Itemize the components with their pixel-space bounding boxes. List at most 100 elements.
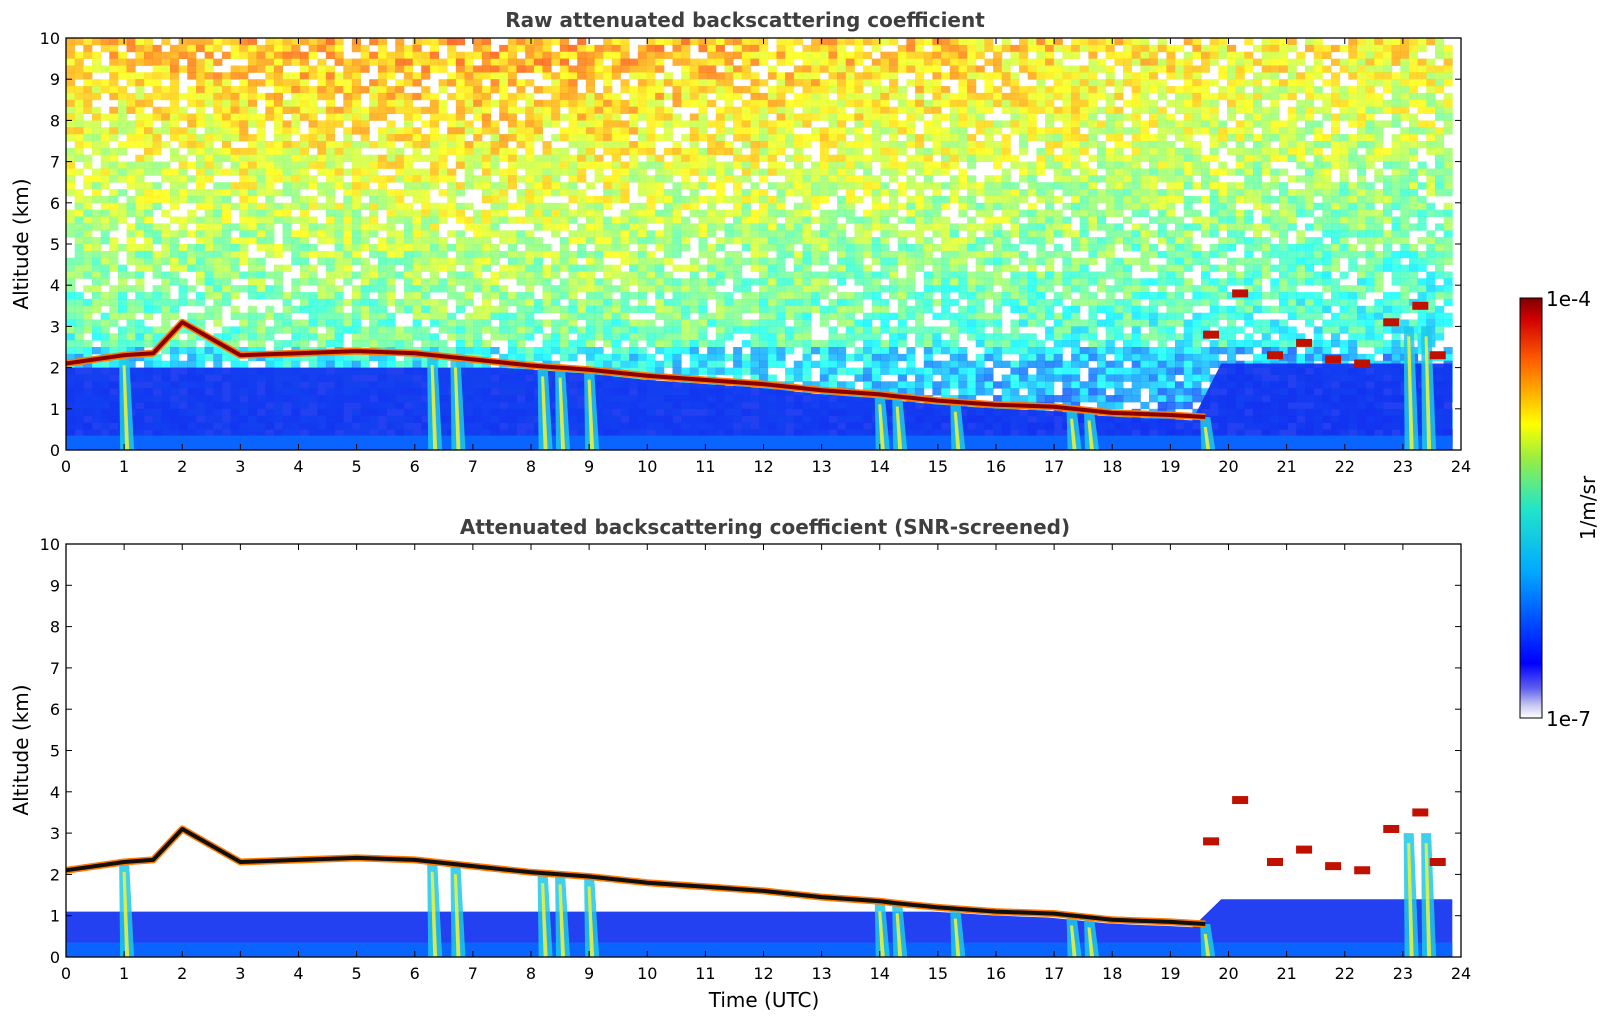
noise-cell: [542, 141, 552, 149]
noise-cell: [698, 195, 708, 204]
noise-cell: [334, 333, 344, 341]
noise-cell: [325, 99, 335, 108]
noise-cell: [83, 340, 93, 348]
noise-cell: [551, 216, 561, 224]
noise-cell: [533, 250, 543, 259]
noise-cell: [204, 292, 214, 300]
noise-cell: [880, 353, 890, 362]
noise-cell: [196, 223, 206, 231]
noise-cell: [932, 127, 942, 135]
noise-cell: [360, 244, 370, 252]
noise-cell: [395, 257, 405, 265]
noise-cell: [715, 347, 725, 355]
noise-cell: [681, 216, 691, 224]
noise-cell: [507, 113, 517, 121]
noise-cell: [351, 326, 361, 334]
noise-cell: [343, 202, 353, 211]
noise-cell: [525, 44, 535, 53]
noise-cell: [464, 175, 474, 183]
noise-cell: [447, 257, 457, 265]
noise-cell: [525, 106, 535, 114]
noise-cell: [273, 189, 283, 197]
noise-cell: [291, 182, 301, 190]
noise-cell: [533, 202, 543, 211]
noise-cell: [629, 127, 639, 135]
noise-cell: [308, 92, 318, 101]
noise-cell: [620, 195, 630, 204]
noise-cell: [594, 209, 604, 217]
noise-cell: [447, 113, 457, 121]
noise-cell: [230, 182, 240, 190]
noise-cell: [74, 292, 84, 300]
noise-cell: [144, 58, 154, 66]
noise-cell: [291, 175, 301, 183]
noise-cell: [854, 257, 864, 265]
noise-cell: [724, 175, 734, 183]
noise-cell: [819, 113, 829, 121]
noise-cell: [620, 106, 630, 114]
noise-cell: [178, 92, 188, 101]
noise-cell: [187, 216, 197, 224]
noise-cell: [897, 182, 907, 190]
noise-cell: [196, 202, 206, 211]
noise-cell: [932, 79, 942, 87]
noise-cell: [429, 141, 439, 149]
noise-cell: [776, 347, 786, 355]
noise-cell: [144, 250, 154, 259]
noise-cell: [239, 189, 249, 197]
noise-cell: [135, 168, 145, 176]
noise-cell: [308, 244, 318, 252]
noise-cell: [533, 189, 543, 197]
noise-cell: [759, 223, 769, 231]
noise-cell: [109, 264, 119, 272]
noise-cell: [161, 230, 171, 238]
noise-cell: [594, 326, 604, 334]
noise-cell: [473, 244, 483, 252]
noise-cell: [481, 161, 491, 169]
noise-cell: [204, 154, 214, 162]
noise-cell: [750, 353, 760, 362]
noise-cell: [828, 223, 838, 231]
noise-cell: [915, 161, 925, 169]
noise-cell: [516, 264, 526, 272]
noise-cell: [377, 257, 387, 265]
noise-cell: [551, 58, 561, 66]
noise-cell: [941, 326, 951, 334]
noise-cell: [906, 305, 916, 314]
noise-cell: [351, 161, 361, 169]
noise-cell: [811, 292, 821, 300]
noise-cell: [785, 216, 795, 224]
noise-cell: [759, 113, 769, 121]
noise-cell: [663, 51, 673, 59]
noise-cell: [265, 292, 275, 300]
noise-cell: [187, 319, 197, 327]
noise-cell: [551, 250, 561, 259]
noise-cell: [187, 92, 197, 101]
noise-cell: [256, 271, 266, 279]
noise-cell: [585, 209, 595, 217]
noise-cell: [863, 209, 873, 217]
noise-cell: [655, 312, 665, 320]
noise-cell: [525, 216, 535, 224]
noise-cell: [620, 223, 630, 231]
noise-cell: [646, 38, 656, 46]
noise-cell: [377, 134, 387, 142]
noise-cell: [655, 230, 665, 238]
noise-cell: [204, 347, 214, 355]
noise-cell: [542, 168, 552, 176]
noise-cell: [473, 285, 483, 293]
noise-cell: [802, 154, 812, 162]
noise-cell: [603, 182, 613, 190]
noise-cell: [100, 44, 110, 53]
noise-cell: [611, 305, 621, 314]
noise-cell: [525, 250, 535, 259]
noise-cell: [178, 189, 188, 197]
noise-cell: [681, 86, 691, 94]
noise-cell: [715, 58, 725, 66]
noise-cell: [369, 195, 379, 204]
noise-cell: [932, 285, 942, 293]
noise-cell: [204, 230, 214, 238]
noise-cell: [698, 326, 708, 334]
noise-cell: [230, 134, 240, 142]
noise-cell: [118, 147, 128, 156]
